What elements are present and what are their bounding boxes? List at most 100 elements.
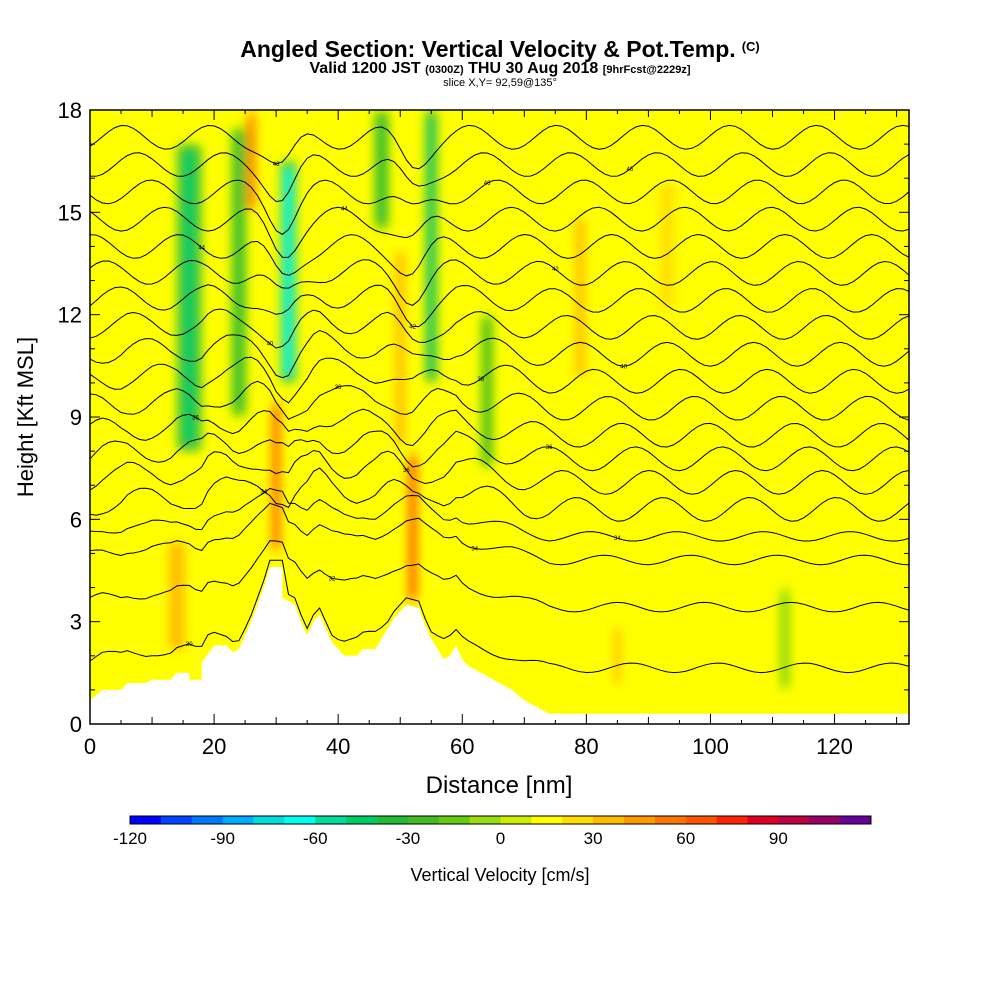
chart-title: Angled Section: Vertical Velocity & Pot.… bbox=[0, 36, 1000, 63]
downdraft-band-core bbox=[483, 320, 491, 463]
x-tick-label: 40 bbox=[326, 734, 350, 759]
theta-contour-line bbox=[90, 356, 909, 404]
theta-contour-line bbox=[90, 308, 909, 349]
y-tick-label: 18 bbox=[58, 98, 82, 123]
colorbar-swatch bbox=[593, 816, 625, 824]
colorbar-swatch bbox=[346, 816, 378, 824]
valid-date: THU 30 Aug 2018 bbox=[468, 60, 599, 77]
valid-utc: (0300Z) bbox=[425, 64, 464, 76]
theta-contour-line bbox=[90, 206, 909, 258]
x-tick-label: 0 bbox=[84, 734, 96, 759]
theta-contour-label: 36 bbox=[546, 445, 553, 451]
y-tick-label: 15 bbox=[58, 200, 82, 225]
theta-contour-label: 44 bbox=[198, 246, 205, 252]
valid-prefix: Valid 1200 JST bbox=[309, 60, 421, 77]
slice-info: slice X,Y= 92,59@135° bbox=[443, 77, 557, 89]
theta-contour-label: 42 bbox=[552, 267, 559, 273]
theta-contour-label: 40 bbox=[267, 342, 274, 348]
y-tick-label: 6 bbox=[70, 507, 82, 532]
colorbar-swatch bbox=[654, 816, 687, 824]
colorbar-label: Vertical Velocity [cm/s] bbox=[410, 865, 589, 885]
theta-contour-line bbox=[90, 380, 909, 421]
terrain-mask bbox=[90, 567, 909, 724]
x-axis-label: Distance [nm] bbox=[426, 772, 573, 799]
theta-contour-label: 34 bbox=[471, 547, 478, 553]
theta-contour-label: 48 bbox=[273, 162, 280, 168]
downdraft-band-core bbox=[782, 593, 788, 684]
updraft-band-core bbox=[273, 405, 279, 548]
colorbar-swatch bbox=[778, 816, 810, 824]
theta-contour-label: 32 bbox=[329, 576, 336, 582]
x-tick-label: 80 bbox=[574, 734, 598, 759]
downdraft-band-core bbox=[377, 116, 386, 224]
colorbar-swatch bbox=[284, 816, 316, 824]
theta-contour-line bbox=[90, 540, 909, 613]
colorbar-swatch bbox=[438, 816, 471, 824]
colorbar-swatch bbox=[407, 816, 440, 824]
downdraft-band-core bbox=[284, 167, 293, 377]
colorbar-tick-label: 60 bbox=[676, 829, 695, 848]
theta-contour-label: 46 bbox=[626, 167, 633, 173]
colorbar-swatch bbox=[191, 816, 224, 824]
colorbar-swatch bbox=[500, 816, 532, 824]
updraft-band-core bbox=[575, 218, 586, 377]
theta-contour-line bbox=[90, 467, 909, 522]
theta-contour-line bbox=[90, 284, 909, 328]
theta-contour-line bbox=[90, 179, 909, 236]
updraft-band-core bbox=[248, 116, 255, 207]
velocity-field bbox=[161, 110, 790, 690]
plot-area: 30 32 34 34 34 36 36 36 38 38 40 40 42 42 44 44 46 46 48 bbox=[89, 109, 910, 725]
theta-contour-label: 34 bbox=[260, 489, 267, 495]
colorbar-swatch bbox=[716, 816, 748, 824]
theta-contour-line bbox=[90, 233, 909, 277]
title-text: Angled Section: Vertical Velocity & Pot.… bbox=[240, 36, 736, 62]
colorbar-swatch bbox=[809, 816, 841, 824]
y-tick-label: 0 bbox=[70, 712, 82, 737]
colorbar-swatch bbox=[685, 816, 718, 824]
theta-contour-line bbox=[90, 430, 909, 472]
x-tick-label: 20 bbox=[202, 734, 226, 759]
theta-contour-label: 40 bbox=[620, 364, 627, 370]
colorbar-swatch bbox=[531, 816, 563, 824]
colorbar-swatch bbox=[160, 816, 193, 824]
colorbar-swatch bbox=[222, 816, 254, 824]
updraft-band-core bbox=[395, 252, 406, 446]
theta-contours: 30 32 34 34 34 36 36 36 38 38 40 40 42 42 44 44 46 46 48 bbox=[90, 124, 909, 674]
theta-contour-label: 36 bbox=[192, 415, 199, 421]
colorbar-swatch bbox=[747, 816, 779, 824]
theta-contour-line bbox=[90, 152, 909, 203]
theta-contour-label: 46 bbox=[484, 181, 491, 187]
velocity-bands bbox=[161, 110, 790, 690]
theta-contour-label: 42 bbox=[409, 324, 416, 330]
updraft-band-core bbox=[660, 184, 674, 309]
y-tick-label: 9 bbox=[70, 405, 82, 430]
theta-contour-label: 30 bbox=[186, 642, 193, 648]
updraft-band-core bbox=[613, 627, 621, 684]
colorbar-tick-label: -90 bbox=[210, 829, 235, 848]
theta-contour-line bbox=[90, 487, 909, 542]
theta-contour-label: 44 bbox=[341, 206, 348, 212]
x-tick-label: 100 bbox=[692, 734, 729, 759]
forecast-info: [9hrFcst@2229z] bbox=[602, 64, 691, 76]
x-tick-label: 120 bbox=[816, 734, 853, 759]
colorbar-swatch bbox=[253, 816, 285, 824]
colorbar-swatch bbox=[840, 816, 872, 824]
theta-contour-label: 34 bbox=[614, 536, 621, 542]
colorbar-tick-label: 90 bbox=[769, 829, 788, 848]
theta-contour-line bbox=[90, 259, 909, 306]
theta-contour-label: 38 bbox=[335, 385, 342, 391]
colorbar-tick-label: -60 bbox=[303, 829, 328, 848]
downdraft-band-core bbox=[234, 133, 244, 412]
plot-background bbox=[90, 110, 909, 724]
colorbar-swatch bbox=[315, 816, 347, 824]
y-tick-label: 12 bbox=[58, 303, 82, 328]
y-tick-label: 3 bbox=[70, 610, 82, 635]
theta-contour-label: 36 bbox=[403, 468, 410, 474]
colorbar-tick-label: -30 bbox=[396, 829, 421, 848]
colorbar-frame bbox=[129, 815, 872, 825]
theta-contour-line bbox=[90, 408, 909, 448]
theta-contour-line bbox=[90, 502, 909, 566]
colorbar-swatch bbox=[624, 816, 656, 824]
